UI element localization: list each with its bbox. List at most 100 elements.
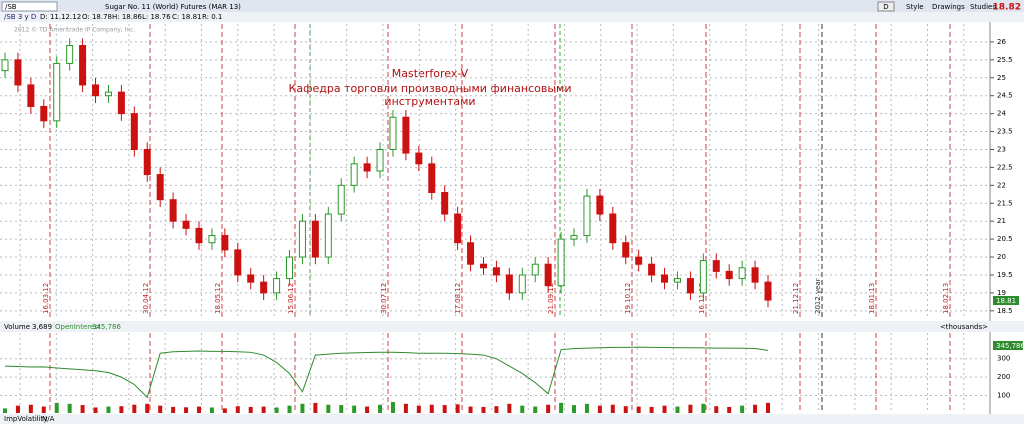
y-tick-label: 300: [997, 355, 1010, 363]
date-label: 15.06.12: [287, 283, 295, 314]
symbol[interactable]: /SB: [5, 3, 17, 11]
volume-bar: [507, 403, 512, 413]
volume-bar: [171, 406, 176, 413]
period-button[interactable]: [877, 1, 895, 12]
candle-body: [661, 274, 669, 283]
candle-body: [40, 105, 48, 122]
candle-body: [247, 274, 255, 283]
volume-bar: [222, 408, 227, 413]
candle-body: [66, 45, 74, 64]
candle-body: [311, 220, 319, 258]
oi-label: OpenInterest: [55, 323, 101, 331]
date-label: 19.10.12: [624, 283, 632, 314]
candle-body: [415, 152, 423, 165]
toolbar: [0, 0, 1024, 12]
date-label: 18.02.13: [942, 283, 950, 314]
annotation-line: инструментами: [384, 95, 475, 108]
volume-label: Volume: [4, 323, 30, 331]
oi-price-box: [993, 341, 1023, 350]
y-tick-label: 19.5: [997, 271, 1013, 279]
drawings-button[interactable]: Drawings: [932, 3, 965, 11]
volume-bar: [15, 405, 20, 413]
oi-price-label: 345,786: [996, 342, 1024, 350]
volume-bar: [416, 405, 421, 413]
volume-bar: [352, 405, 357, 413]
candle-body: [479, 263, 487, 269]
price-box: [993, 296, 1019, 305]
volume-bar: [313, 402, 318, 413]
candle-body: [518, 274, 526, 294]
candle-body: [751, 267, 759, 283]
studies-button[interactable]: Studies: [970, 3, 996, 11]
candle-body: [686, 278, 694, 294]
volume-bar: [248, 406, 253, 413]
annotation-line: Кафедра торговли производными финансовым…: [289, 82, 572, 95]
oi-value: 345,786: [92, 323, 121, 331]
date-label: 2012 year: [814, 278, 822, 314]
candle-body: [14, 59, 22, 86]
y-tick-label: 200: [997, 373, 1010, 381]
y-tick-label: 100: [997, 392, 1010, 400]
candle-body: [505, 274, 513, 294]
info-high: H: 18.86: [112, 13, 142, 21]
volume-bar: [119, 406, 124, 413]
candle-body: [27, 84, 35, 107]
candle-body: [1, 59, 9, 72]
y-tick-label: 25: [997, 74, 1006, 82]
volume-bar: [365, 406, 370, 413]
candle-body: [234, 249, 242, 276]
volume-bar: [649, 406, 654, 413]
info-close: C: 18.81: [172, 13, 202, 21]
candle-body: [712, 260, 720, 272]
period[interactable]: D: [883, 3, 888, 11]
candle-body: [389, 116, 397, 150]
volume-bar: [235, 406, 240, 413]
volume-bar: [3, 408, 7, 413]
y-tick-label: 18.5: [997, 307, 1013, 315]
volume-bar: [455, 404, 460, 413]
candle-body: [673, 278, 681, 283]
info-range: R: 0.1: [202, 13, 222, 21]
candle-body: [92, 84, 100, 97]
volume-bar: [209, 407, 214, 413]
y-tick-label: 23: [997, 145, 1006, 153]
date-label: 30.04.12: [142, 283, 150, 314]
volume-bar: [80, 405, 85, 413]
info-bar: [0, 12, 1024, 22]
candle-body: [79, 45, 87, 86]
candle-body: [298, 220, 306, 258]
candle-body: [557, 238, 565, 287]
candle-body: [725, 270, 733, 280]
volume-bar: [662, 405, 667, 413]
tab-name[interactable]: ImpVolatility: [4, 415, 48, 423]
candle-body: [570, 235, 578, 240]
date-label: 16.03.12: [42, 283, 50, 314]
candle-body: [53, 62, 61, 122]
info-chart: /SB 3 y D: [4, 13, 36, 21]
info-open: O: 18.78: [82, 13, 112, 21]
candle-body: [324, 213, 332, 258]
date-label: 21.12.12: [792, 283, 800, 314]
price-label: 18.81: [996, 297, 1016, 305]
volume-bar: [675, 406, 680, 413]
candle-body: [350, 163, 358, 186]
candle-body: [648, 263, 656, 276]
volume-bar: [54, 402, 59, 413]
symbol-box[interactable]: [1, 1, 58, 12]
candle-body: [363, 163, 371, 172]
candle-body: [609, 213, 617, 244]
candle-body: [260, 281, 268, 294]
y-tick-label: 20.5: [997, 235, 1013, 243]
style-button[interactable]: Style: [906, 3, 924, 11]
bottom-tab-bar: [0, 414, 1024, 424]
volume-bar: [390, 401, 395, 413]
candle-body: [376, 148, 384, 172]
y-tick-label: 25.5: [997, 56, 1013, 64]
candle-body: [544, 263, 552, 287]
volume-bar: [753, 404, 758, 413]
candle-body: [273, 278, 281, 294]
units: <thousands>: [940, 323, 988, 331]
lower-header: [0, 321, 1024, 332]
date-label: 21.09.12: [547, 283, 555, 314]
